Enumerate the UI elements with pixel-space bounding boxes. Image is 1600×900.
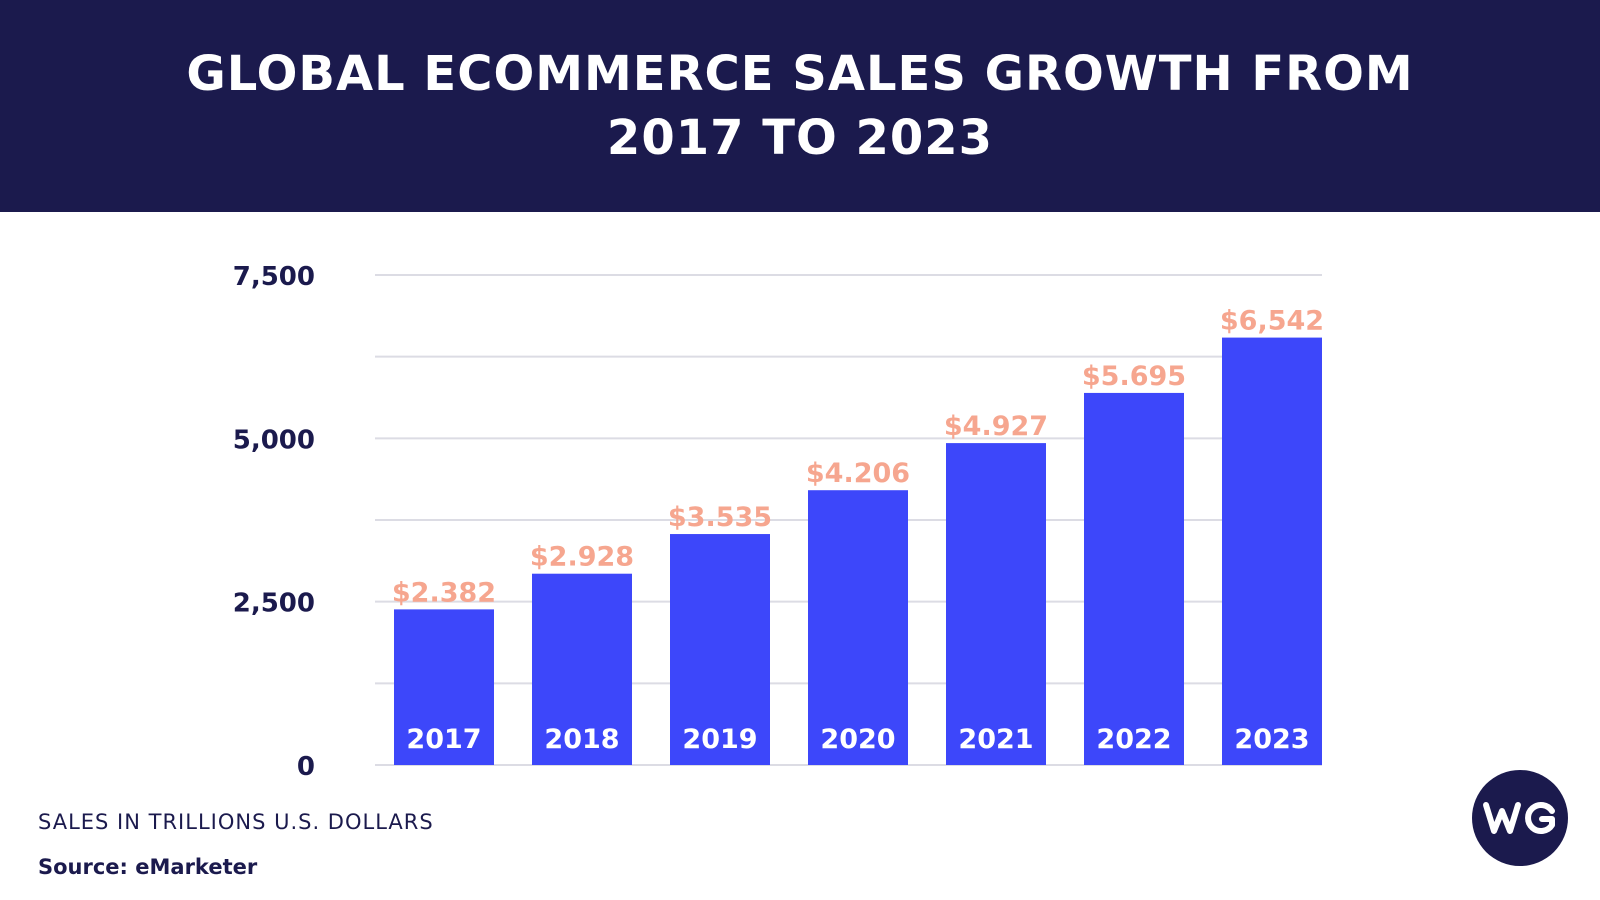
bar-chart: 0 2,500 5,000 7,500 $2.382 2017 $2.928 2018 $3.… [233, 262, 1324, 782]
bar-value-label: $6,542 [1220, 306, 1324, 337]
x-category-label: 2022 [1096, 724, 1171, 755]
source-note: Source: eMarketer [38, 855, 258, 879]
bar-value-label: $4.927 [944, 411, 1048, 442]
x-category-label: 2019 [682, 724, 757, 755]
bars: $2.382 2017 $2.928 2018 $3.535 2019 $4.206 2020… [392, 306, 1324, 765]
bar-value-label: $3.535 [668, 502, 772, 533]
wg-logo-mark [1483, 802, 1555, 834]
y-axis-ticks: 0 2,500 5,000 7,500 [233, 262, 315, 782]
chart-area: 0 2,500 5,000 7,500 $2.382 2017 $2.928 2018 $3.… [0, 212, 1600, 812]
wg-logo [1472, 770, 1568, 866]
x-category-label: 2020 [820, 724, 895, 755]
x-category-label: 2018 [544, 724, 619, 755]
bar [670, 534, 770, 765]
bar [808, 490, 908, 765]
bar-value-label: $5.695 [1082, 361, 1186, 392]
bar-value-label: $4.206 [806, 458, 910, 489]
y-tick-label: 2,500 [233, 589, 315, 619]
bar [394, 609, 494, 765]
y-tick-label: 5,000 [233, 425, 315, 455]
bar [532, 573, 632, 765]
y-tick-label: 7,500 [233, 262, 315, 292]
x-category-label: 2021 [958, 724, 1033, 755]
chart-header: GLOBAL ECOMMERCE SALES GROWTH FROM 2017 … [0, 0, 1600, 212]
y-tick-label: 0 [297, 752, 315, 782]
x-category-label: 2017 [406, 724, 481, 755]
chart-title: GLOBAL ECOMMERCE SALES GROWTH FROM 2017 … [186, 46, 1414, 166]
bar-value-label: $2.382 [392, 577, 496, 608]
bar [1084, 392, 1184, 765]
bar-value-label: $2.928 [530, 542, 634, 573]
x-category-label: 2023 [1234, 724, 1309, 755]
bar [946, 443, 1046, 765]
bar [1222, 337, 1322, 765]
units-note: SALES IN TRILLIONS U.S. DOLLARS [38, 810, 434, 834]
